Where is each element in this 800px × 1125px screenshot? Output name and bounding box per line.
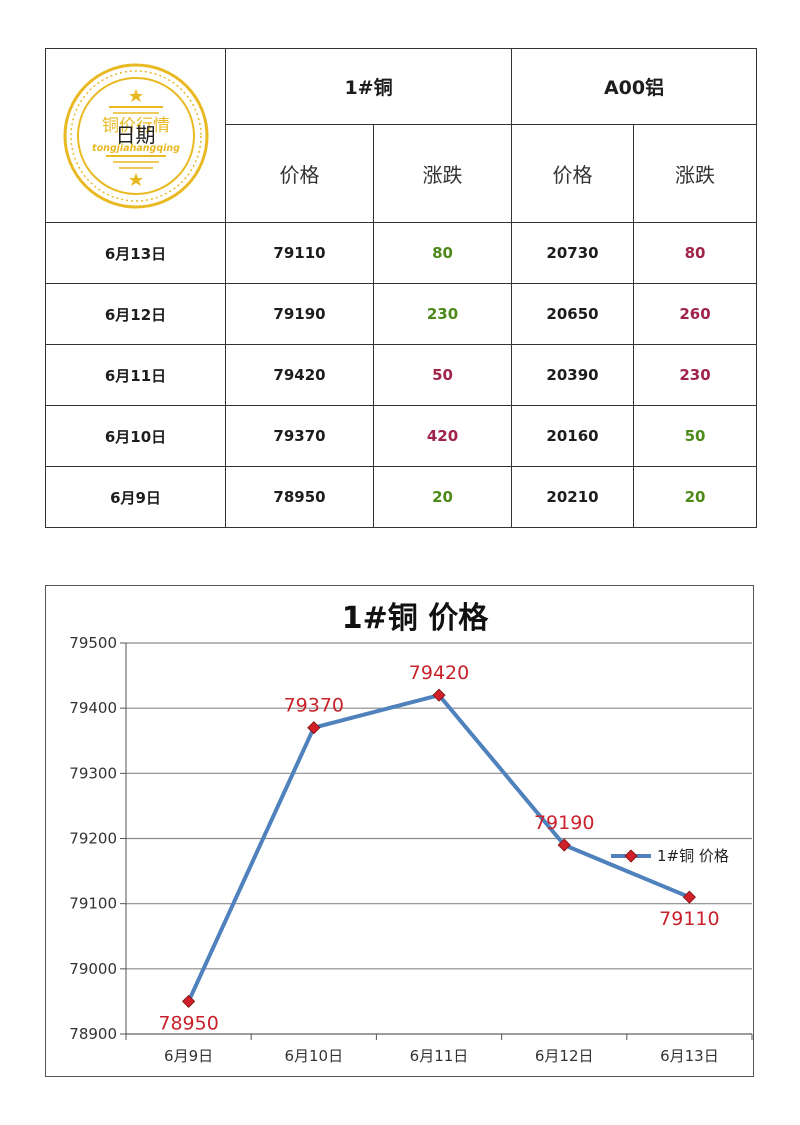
aluminum-change-header: 涨跌 — [633, 124, 758, 223]
data-label: 79110 — [659, 908, 719, 930]
y-tick-label: 78900 — [69, 1025, 117, 1043]
x-tick-label: 6月12日 — [535, 1047, 594, 1065]
date-cell: 6月10日 — [45, 405, 226, 467]
x-tick-label: 6月9日 — [164, 1047, 213, 1065]
date-cell: 6月9日 — [45, 466, 226, 528]
x-tick-label: 6月13日 — [660, 1047, 719, 1065]
copper-price-cell: 79190 — [225, 283, 374, 345]
table-row: 6月11日 79420 50 20390 230 — [45, 344, 758, 406]
data-label: 79420 — [409, 662, 469, 684]
copper-change-cell: 80 — [372, 222, 513, 284]
aluminum-change-cell: 50 — [633, 405, 758, 467]
table-row: 6月10日 79370 420 20160 50 — [45, 405, 758, 467]
aluminum-price-cell: 20650 — [511, 283, 635, 345]
date-cell: 6月11日 — [45, 344, 226, 406]
data-point — [682, 890, 696, 904]
y-tick-label: 79100 — [69, 895, 117, 913]
data-point — [307, 721, 321, 735]
copper-price-cell: 79370 — [225, 405, 374, 467]
data-point — [182, 994, 196, 1008]
chart-legend: 1#铜 价格 — [611, 847, 729, 865]
table-row: 6月12日 79190 230 20650 260 — [45, 283, 758, 345]
copper-group-header: 1#铜 — [224, 48, 513, 125]
chart-canvas: 1#铜 价格 78900 79000 79100 79200 79300 79400 795… — [69, 601, 753, 1065]
date-cell: 6月13日 — [45, 222, 226, 284]
aluminum-change-cell: 230 — [633, 344, 758, 406]
copper-price-cell: 78950 — [225, 466, 374, 528]
aluminum-price-cell: 20390 — [511, 344, 635, 406]
y-tick-label: 79500 — [69, 634, 117, 652]
y-tick-label: 79000 — [69, 960, 117, 978]
data-point — [557, 838, 571, 852]
copper-price-chart: 1#铜 价格 78900 79000 79100 79200 79300 79400 795… — [45, 585, 754, 1077]
logo-seal: 铜价行情 tongjiahangqing 日期 — [61, 61, 211, 211]
price-table: 铜价行情 tongjiahangqing 日期 1#铜 A00铝 价格 涨跌 价… — [45, 48, 758, 528]
aluminum-group-header: A00铝 — [511, 48, 758, 125]
aluminum-price-header: 价格 — [511, 124, 635, 223]
legend-label: 1#铜 价格 — [657, 847, 729, 865]
aluminum-price-cell: 20160 — [511, 405, 635, 467]
y-tick-label: 79300 — [69, 764, 117, 782]
table-row: 6月9日 78950 20 20210 20 — [45, 466, 758, 528]
svg-text:铜价行情: 铜价行情 — [102, 116, 170, 136]
aluminum-price-cell: 20210 — [511, 466, 635, 528]
chart-title: 1#铜 价格 — [342, 601, 489, 636]
aluminum-change-cell: 80 — [633, 222, 758, 284]
copper-price-cell: 79110 — [225, 222, 374, 284]
data-label: 79190 — [534, 812, 594, 834]
data-label: 79370 — [284, 695, 344, 717]
gold-seal-icon: 铜价行情 tongjiahangqing — [63, 63, 208, 208]
table-row: 6月13日 79110 80 20730 80 — [45, 222, 758, 284]
x-tick-label: 6月10日 — [284, 1047, 343, 1065]
date-header-cell: 铜价行情 tongjiahangqing 日期 — [45, 48, 226, 223]
legend-marker — [624, 849, 638, 863]
x-tick-label: 6月11日 — [410, 1047, 469, 1065]
aluminum-change-cell: 20 — [633, 466, 758, 528]
y-tick-label: 79200 — [69, 830, 117, 848]
copper-price-cell: 79420 — [225, 344, 374, 406]
data-point — [432, 688, 446, 702]
series-line — [186, 693, 691, 1003]
copper-change-cell: 50 — [372, 344, 513, 406]
copper-change-header: 涨跌 — [372, 124, 513, 223]
copper-change-cell: 420 — [372, 405, 513, 467]
data-label: 78950 — [158, 1012, 218, 1034]
aluminum-change-cell: 260 — [633, 283, 758, 345]
aluminum-price-cell: 20730 — [511, 222, 635, 284]
date-cell: 6月12日 — [45, 283, 226, 345]
copper-change-cell: 20 — [372, 466, 513, 528]
date-header: 日期 — [115, 122, 156, 147]
svg-text:tongjiahangqing: tongjiahangqing — [92, 143, 180, 154]
copper-change-cell: 230 — [372, 283, 513, 345]
copper-price-header: 价格 — [225, 124, 374, 223]
y-tick-label: 79400 — [69, 699, 117, 717]
